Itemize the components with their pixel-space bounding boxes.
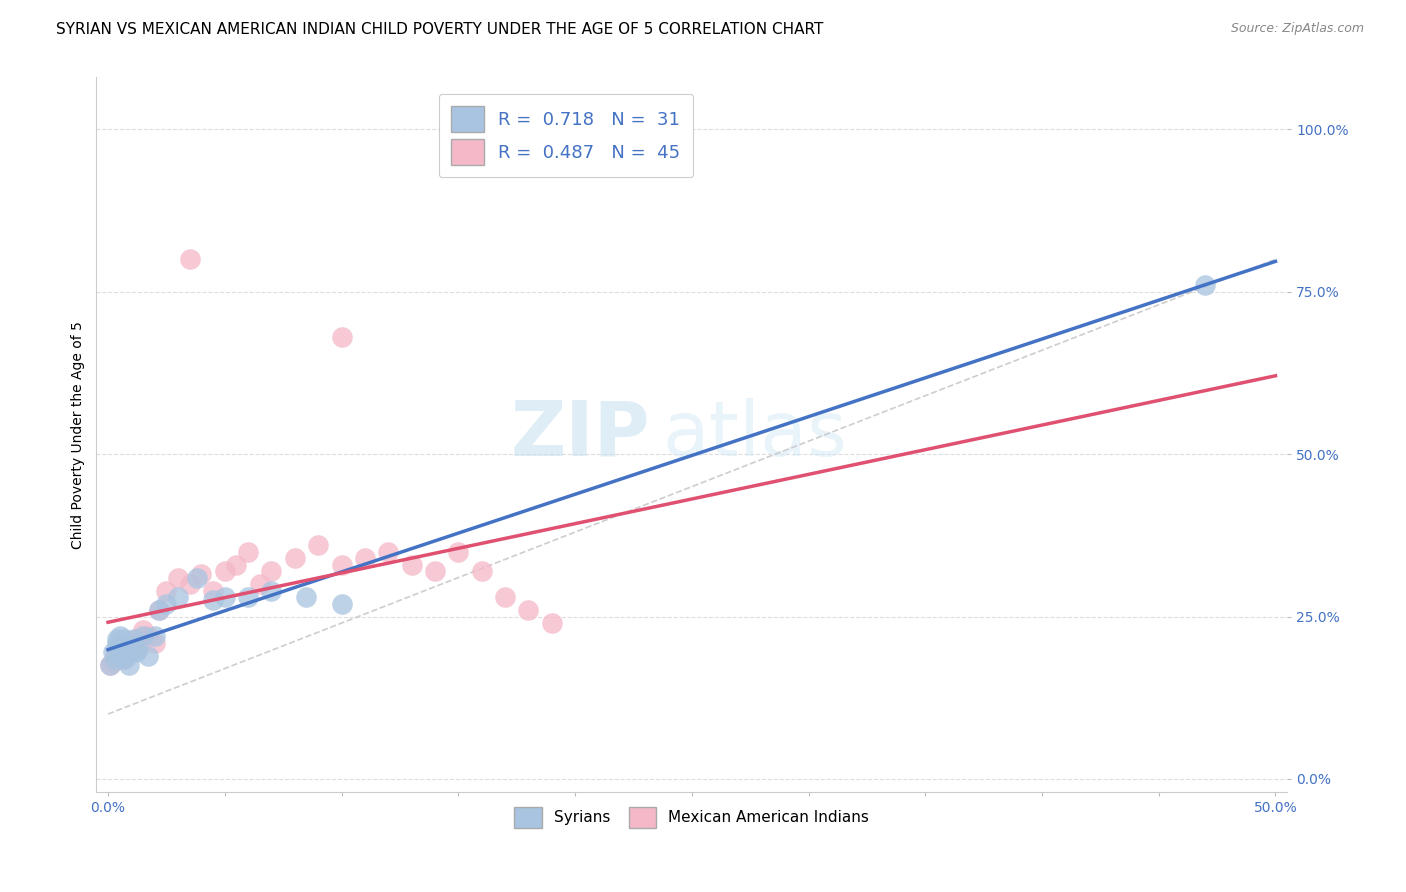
Legend: Syrians, Mexican American Indians: Syrians, Mexican American Indians [508,800,876,834]
Point [118,658,141,673]
Point [330,597,353,611]
Point [122,632,145,647]
Point [105,645,128,659]
Text: Source: ZipAtlas.com: Source: ZipAtlas.com [1230,22,1364,36]
Point [471,564,494,578]
Point [517,603,540,617]
Point [148,603,170,617]
Point [236,590,259,604]
Point [108,642,131,657]
Point [354,551,377,566]
Point [101,645,124,659]
Point [98,658,121,673]
Point [249,577,271,591]
Point [122,642,145,657]
Text: atlas: atlas [662,398,846,472]
Point [115,642,138,657]
Point [179,252,201,267]
Point [125,645,148,659]
Point [104,652,127,666]
Point [111,639,134,653]
Point [111,642,134,657]
Point [112,632,135,647]
Point [148,603,170,617]
Point [155,583,177,598]
Point [112,652,135,666]
Point [112,645,135,659]
Point [120,645,142,659]
Point [447,544,470,558]
Point [186,571,208,585]
Point [105,635,128,649]
Point [202,583,225,598]
Point [111,645,134,659]
Point [295,590,318,604]
Point [179,577,201,591]
Point [330,330,353,344]
Point [225,558,247,572]
Point [307,538,329,552]
Point [127,639,149,653]
Point [236,544,259,558]
Point [214,590,236,604]
Point [190,567,212,582]
Point [112,652,135,666]
Point [260,564,283,578]
Point [143,635,166,649]
Point [101,655,124,669]
Point [105,642,128,657]
Point [202,593,225,607]
Point [540,616,562,631]
Point [125,632,148,647]
Point [167,571,190,585]
Point [108,635,131,649]
Point [98,658,121,673]
Point [118,635,141,649]
Point [108,629,131,643]
Point [132,623,155,637]
Point [105,632,128,647]
Y-axis label: Child Poverty Under the Age of 5: Child Poverty Under the Age of 5 [72,321,86,549]
Point [1194,278,1216,293]
Point [127,642,149,657]
Point [136,648,159,663]
Point [330,558,353,572]
Point [104,648,127,663]
Text: SYRIAN VS MEXICAN AMERICAN INDIAN CHILD POVERTY UNDER THE AGE OF 5 CORRELATION C: SYRIAN VS MEXICAN AMERICAN INDIAN CHILD … [56,22,824,37]
Point [115,648,138,663]
Point [214,564,236,578]
Point [401,558,423,572]
Point [132,629,155,643]
Point [284,551,307,566]
Point [111,639,134,653]
Point [377,544,399,558]
Text: ZIP: ZIP [510,398,650,472]
Point [494,590,516,604]
Point [143,629,166,643]
Point [155,597,177,611]
Point [108,652,131,666]
Point [167,590,190,604]
Point [136,629,159,643]
Point [260,583,283,598]
Point [120,642,142,657]
Point [423,564,446,578]
